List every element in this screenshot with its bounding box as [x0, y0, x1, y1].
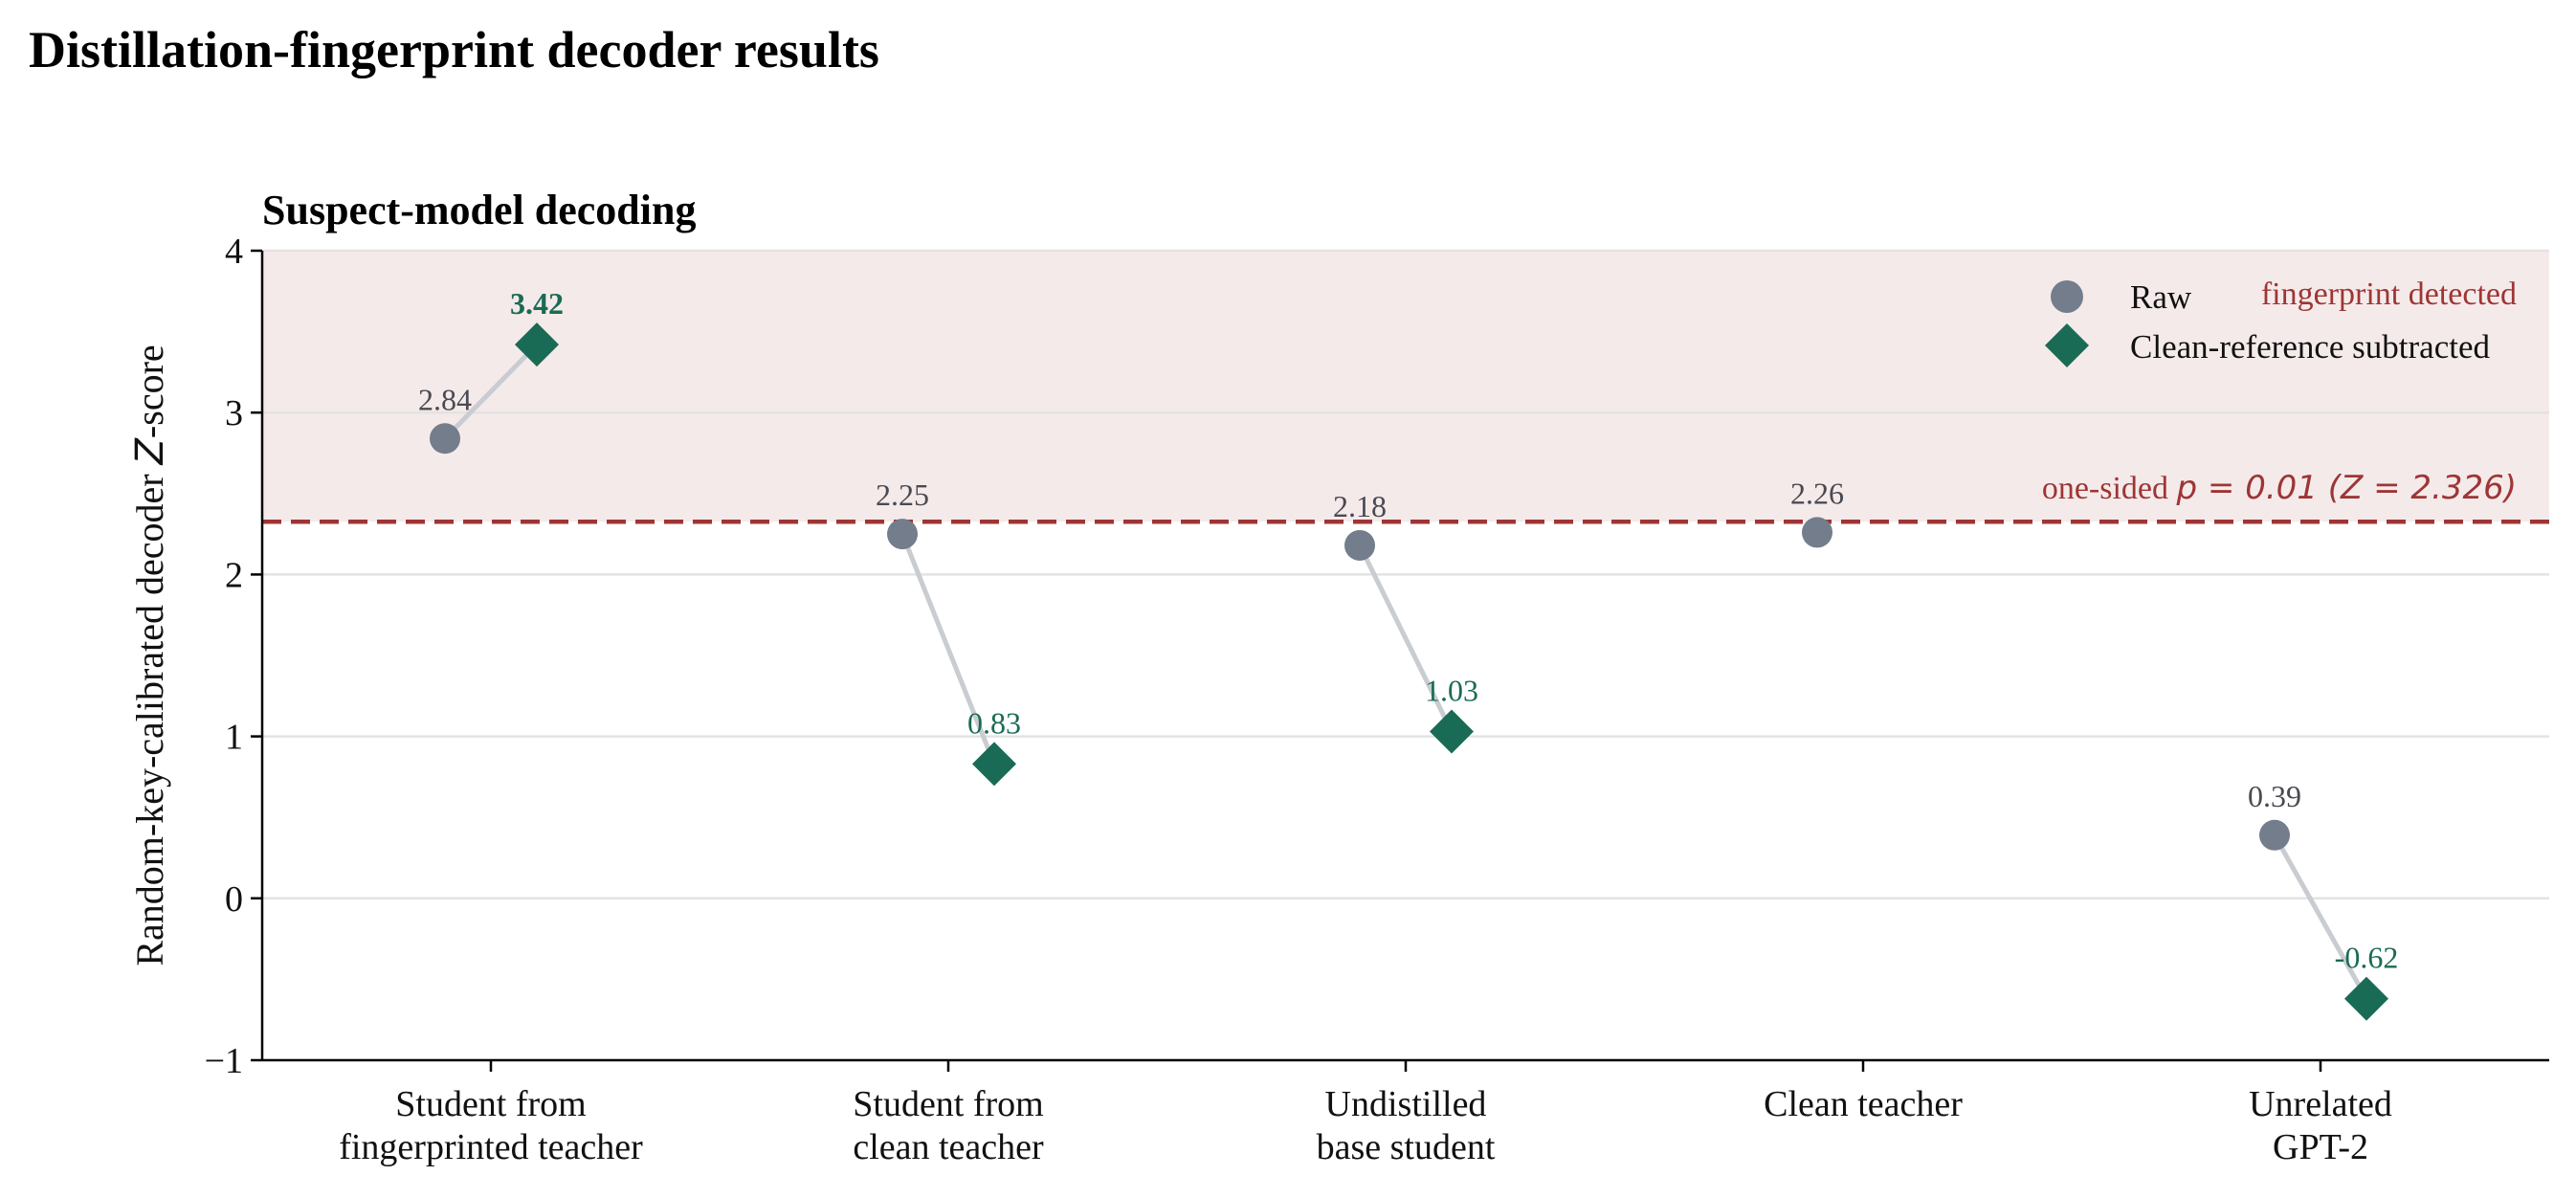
connector-line	[899, 533, 997, 765]
y-tick-label: 4	[225, 232, 243, 272]
x-tick-label: Student from	[853, 1084, 1043, 1124]
subtracted-value-label: 3.42	[510, 286, 564, 321]
raw-value-label: 2.26	[1790, 476, 1844, 510]
raw-value-label: 2.84	[418, 382, 472, 416]
y-axis-label: Random-key-calibrated decoder Z-score	[128, 344, 172, 965]
band-label: fingerprint detected	[2261, 277, 2517, 312]
subtracted-value-label: 1.03	[1425, 674, 1478, 708]
raw-value-label: 2.25	[876, 477, 929, 512]
raw-point	[430, 423, 460, 455]
y-tick-label: 2	[225, 555, 243, 595]
subtracted-point	[2344, 976, 2388, 1021]
x-tick-label: Unrelated	[2249, 1084, 2392, 1124]
raw-point	[2259, 819, 2290, 851]
threshold-label: one-sided p = 0.01 (Z = 2.326)	[2042, 469, 2517, 507]
raw-point	[1344, 529, 1375, 561]
subtracted-point	[515, 322, 559, 367]
y-tick-label: 0	[225, 879, 243, 920]
raw-value-label: 0.39	[2248, 779, 2301, 813]
subtracted-point	[972, 742, 1016, 787]
x-tick-label: Clean teacher	[1764, 1084, 1963, 1124]
legend-raw-marker	[2051, 280, 2083, 313]
raw-point	[1802, 517, 1832, 548]
raw-point	[887, 519, 918, 550]
connector-line	[1357, 544, 1455, 733]
x-tick-label: base student	[1317, 1127, 1496, 1167]
legend-raw-label: Raw	[2130, 278, 2192, 316]
y-tick-label: 1	[225, 718, 243, 758]
x-tick-label: clean teacher	[853, 1127, 1044, 1167]
detection-band	[262, 251, 2549, 522]
x-tick-label: Undistilled	[1325, 1084, 1487, 1124]
subtracted-point	[1430, 709, 1474, 754]
connector-line	[2272, 833, 2369, 1000]
subtracted-value-label: 0.83	[967, 705, 1021, 740]
y-tick-label: 3	[225, 393, 243, 433]
figure-title: Distillation-fingerprint decoder results	[29, 21, 879, 78]
legend: Raw Clean-reference subtracted	[2045, 278, 2491, 367]
x-tick-label: GPT-2	[2273, 1127, 2368, 1167]
y-tick-label: −1	[205, 1041, 243, 1081]
raw-value-label: 2.18	[1333, 489, 1387, 523]
subtracted-value-label: -0.62	[2335, 941, 2399, 975]
legend-subtracted-label: Clean-reference subtracted	[2130, 328, 2491, 366]
axes-title: Suspect-model decoding	[262, 187, 696, 233]
x-tick-label: fingerprinted teacher	[339, 1127, 643, 1167]
connector-line	[443, 343, 539, 441]
legend-subtracted-marker	[2045, 323, 2089, 367]
x-tick-label: Student from	[395, 1084, 586, 1124]
